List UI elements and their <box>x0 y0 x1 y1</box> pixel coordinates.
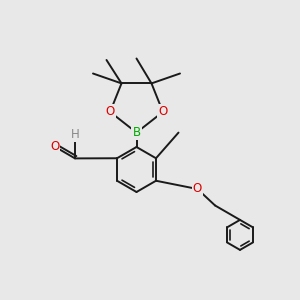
Text: B: B <box>132 126 141 139</box>
Text: O: O <box>106 105 115 119</box>
Text: O: O <box>193 182 202 196</box>
Text: O: O <box>50 140 59 153</box>
Text: H: H <box>70 128 80 142</box>
Text: O: O <box>158 105 167 119</box>
